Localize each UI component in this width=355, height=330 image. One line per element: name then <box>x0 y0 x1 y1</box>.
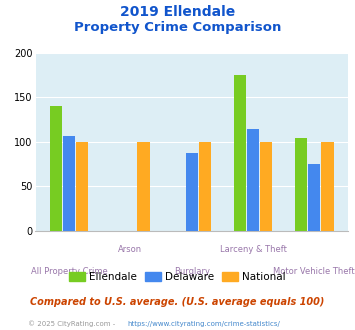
Text: © 2025 CityRating.com -: © 2025 CityRating.com - <box>28 321 118 327</box>
Text: Compared to U.S. average. (U.S. average equals 100): Compared to U.S. average. (U.S. average … <box>30 297 325 307</box>
Text: Arson: Arson <box>118 245 142 254</box>
Text: All Property Crime: All Property Crime <box>31 267 108 276</box>
Text: Motor Vehicle Theft: Motor Vehicle Theft <box>273 267 355 276</box>
Bar <box>63 136 75 231</box>
Text: Property Crime Comparison: Property Crime Comparison <box>74 21 281 34</box>
Bar <box>50 106 62 231</box>
Bar <box>308 164 320 231</box>
Bar <box>260 142 272 231</box>
Legend: Ellendale, Delaware, National: Ellendale, Delaware, National <box>65 268 290 286</box>
Text: Larceny & Theft: Larceny & Theft <box>219 245 286 254</box>
Text: Burglary: Burglary <box>174 267 210 276</box>
Bar <box>199 142 211 231</box>
Text: 2019 Ellendale: 2019 Ellendale <box>120 5 235 19</box>
Bar <box>76 142 88 231</box>
Bar <box>234 75 246 231</box>
Text: https://www.cityrating.com/crime-statistics/: https://www.cityrating.com/crime-statist… <box>128 321 281 327</box>
Bar <box>186 152 198 231</box>
Bar <box>321 142 333 231</box>
Bar <box>295 138 307 231</box>
Bar <box>247 128 259 231</box>
Bar <box>137 142 150 231</box>
